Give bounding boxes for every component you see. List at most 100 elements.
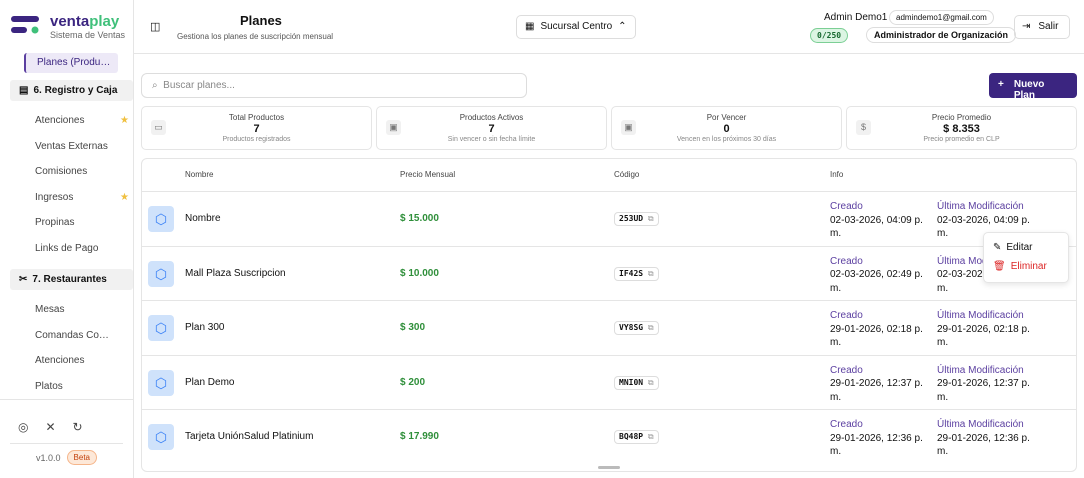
created-date: 02-03-2026, 04:09 p. m.: [830, 214, 923, 240]
stat-card: ▣ Por Vencer 0 Vencen en los próximos 30…: [611, 106, 842, 150]
nav-item[interactable]: Mesas: [0, 298, 133, 324]
plan-code[interactable]: IF42S ⧉: [614, 266, 659, 281]
nav-item[interactable]: Comisiones: [0, 160, 133, 186]
version: v1.0.0: [36, 452, 61, 463]
table-row[interactable]: ⬡ Mall Plaza Suscripcion $ 10.000 IF42S …: [142, 245, 1076, 301]
scrollbar[interactable]: [598, 466, 620, 469]
modified-date: 29-01-2026, 12:36 p. m.: [937, 432, 1030, 458]
created-label: Creado: [830, 310, 863, 322]
table-row[interactable]: ⬡ Plan Demo $ 200 MNI0N ⧉ Creado 29-01-20…: [142, 354, 1076, 410]
plan-price: $ 15.000: [400, 213, 439, 224]
decoration: ▣: [386, 120, 401, 135]
modified-label: Última Modificación: [937, 201, 1024, 212]
nav-item[interactable]: Propinas: [0, 211, 133, 237]
stat-note: Precio promedio en CLP: [923, 136, 1000, 143]
created-label: Creado: [830, 255, 863, 267]
stat-note: Sin vencer o sin fecha límite: [447, 136, 536, 143]
column-header: Info: [830, 170, 844, 179]
search-input[interactable]: ⌕ Buscar planes...: [141, 73, 527, 98]
new-plan-button[interactable]: + Nuevo Plan: [989, 73, 1077, 101]
brand-name-b: play: [89, 13, 120, 30]
nav-item[interactable]: Links de Pago: [0, 237, 133, 263]
created-label: Creado: [830, 364, 863, 376]
modified-info: Última Modificación 29-01-2026, 12:36 p. …: [937, 418, 1037, 459]
section-title: 7. Restaurantes: [32, 274, 107, 285]
sidebar-toggle[interactable]: ◫: [150, 21, 161, 33]
search-placeholder: Buscar planes...: [163, 80, 235, 91]
tools-icon[interactable]: ✕: [45, 420, 56, 434]
nav-item[interactable]: Ventas Externas: [0, 135, 133, 161]
created-date: 29-01-2026, 12:36 p. m.: [830, 432, 923, 458]
plan-code[interactable]: MNI0N ⧉: [614, 375, 659, 390]
brand-name-a: venta: [50, 13, 90, 30]
decoration: [11, 27, 27, 33]
refresh-icon[interactable]: ↻: [72, 420, 83, 434]
decoration: 🗑: [993, 261, 1006, 272]
header: ◫ Planes Gestiona los planes de suscripc…: [134, 0, 1084, 54]
logout-button[interactable]: ⇥ Salir: [1014, 15, 1070, 39]
role-badge: Administrador de Organización: [866, 27, 1017, 43]
nav-item[interactable]: Atenciones: [0, 349, 133, 375]
nav: Planes (Produ… ▤ 6. Registro y Caja Atenci…: [0, 53, 133, 399]
plan-code-text: VY8SG: [619, 323, 644, 333]
nav-item[interactable]: Atenciones ★: [0, 109, 133, 135]
branch-select[interactable]: ▦ Sucursal Centro ⌃: [516, 15, 636, 39]
nav-item[interactable]: Comandas Co…: [0, 324, 133, 350]
user-email: admindemo1@gmail.com: [889, 10, 994, 25]
page-subtitle: Gestiona los planes de suscripción mensu…: [177, 32, 334, 41]
plan-icon: ⬡: [148, 206, 174, 232]
plan-code[interactable]: VY8SG ⧉: [614, 321, 659, 336]
nav-item-label: Atenciones: [35, 355, 85, 366]
table-row[interactable]: ⬡ Nombre $ 15.000 253UD ⧉ Creado 02-03-20…: [142, 191, 1076, 246]
decoration: v1.0.0 Beta: [0, 450, 133, 465]
edit-option[interactable]: ✎ Editar: [984, 233, 1068, 253]
new-plan-label: Nuevo Plan: [1013, 79, 1045, 101]
plan-code-text: 253UD: [619, 214, 644, 223]
nav-item-label: Comandas Co…: [35, 329, 109, 341]
nav-item[interactable]: Ingresos ★: [0, 186, 133, 212]
column-header: Nombre: [185, 170, 214, 179]
delete-option[interactable]: 🗑 Eliminar: [984, 253, 1068, 272]
created-date: 02-03-2026, 02:49 p. m.: [830, 269, 923, 294]
nav-item[interactable]: Platos: [0, 375, 133, 400]
decoration: ▤: [19, 85, 29, 96]
nav-active-item[interactable]: Planes (Produ…: [24, 53, 118, 73]
plan-code-text: MNI0N: [619, 377, 644, 387]
nav-item-label: Ventas Externas: [35, 140, 108, 152]
nav-item-label: Comisiones: [35, 166, 88, 177]
decoration: ⇥: [1022, 21, 1031, 32]
plan-price: $ 300: [400, 322, 426, 334]
plan-code[interactable]: BQ48P ⧉: [614, 430, 659, 445]
decoration: ▤ 6. Registro y Caja Atenciones ★ Ventas Ext…: [0, 80, 133, 399]
delete-label: Eliminar: [1010, 261, 1047, 272]
modified-label: Última Modificación: [937, 419, 1024, 431]
section-title: 6. Registro y Caja: [33, 85, 118, 96]
plan-icon: ⬡: [148, 260, 174, 287]
column-header: Código: [614, 170, 640, 179]
sidebar: ventaplay Sistema de Ventas Planes (Prod…: [0, 0, 134, 478]
logo: ventaplay Sistema de Ventas: [10, 14, 125, 40]
compass-icon[interactable]: ◎: [18, 420, 29, 434]
star-icon: ★: [120, 191, 129, 203]
created-date: 29-01-2026, 12:37 p. m.: [830, 378, 923, 403]
created-date: 29-01-2026, 02:18 p. m.: [830, 323, 923, 349]
nav-section[interactable]: ✂ 7. Restaurantes: [10, 269, 133, 290]
nav-section[interactable]: ▤ 6. Registro y Caja: [10, 80, 133, 101]
plan-code[interactable]: 253UD ⧉: [614, 212, 659, 226]
table-row[interactable]: ⬡ Tarjeta UniónSalud Platinium $ 17.990 …: [142, 409, 1076, 464]
nav-item-label: Ingresos: [35, 191, 74, 203]
modified-date: 29-01-2026, 02:18 p. m.: [937, 323, 1030, 349]
page-title: Planes: [240, 13, 282, 28]
table-row[interactable]: ⬡ Plan 300 $ 300 VY8SG ⧉ Creado 29-01-202…: [142, 300, 1076, 355]
stat-value: 7: [253, 123, 260, 135]
decoration: [31, 26, 39, 34]
created-info: Creado 29-01-2026, 12:36 p. m.: [830, 418, 930, 459]
nav-item-label: Mesas: [35, 304, 65, 315]
edit-label: Editar: [1006, 242, 1033, 253]
plan-price: $ 200: [400, 376, 426, 388]
branch-name: Sucursal Centro: [540, 21, 613, 32]
logo-icon: [11, 16, 39, 34]
decoration: ✎: [993, 242, 1002, 253]
created-label: Creado: [830, 419, 863, 431]
